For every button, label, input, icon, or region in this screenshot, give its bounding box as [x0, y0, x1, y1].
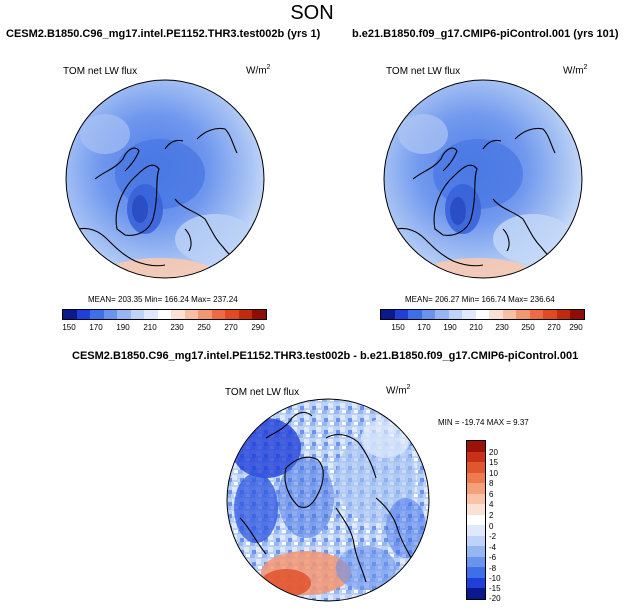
cb2-tick: 190	[443, 323, 457, 332]
cb2-tick: 150	[391, 323, 405, 332]
cb1-tick: 290	[251, 323, 265, 332]
cb1-tick: 230	[170, 323, 184, 332]
cb2-tick: 210	[469, 323, 483, 332]
panel-1-stats: MEAN= 203.35 Min= 166.24 Max= 237.24	[88, 295, 238, 304]
cb3-tick: -6	[489, 553, 497, 562]
cb3-seg	[467, 546, 485, 557]
cb1-tick: 190	[116, 323, 130, 332]
panel-1-units: W/m2	[246, 64, 271, 77]
cb2-seg	[421, 310, 436, 319]
panel-2-stats: MEAN= 206.27 Min= 166.74 Max= 236.64	[405, 295, 555, 304]
cb2-seg	[529, 310, 544, 319]
cb1-tick: 150	[62, 323, 76, 332]
cb1-seg	[103, 310, 118, 319]
diff-map	[226, 398, 430, 602]
cb2-tick: 290	[569, 323, 583, 332]
cb1-seg	[90, 310, 104, 319]
cb3-tick: 20	[489, 448, 498, 457]
diff-units: W/m2	[386, 384, 411, 397]
cb1-seg	[144, 310, 158, 319]
cb3-seg	[467, 451, 485, 463]
cb2-seg	[489, 310, 503, 319]
cb2-seg	[462, 310, 476, 319]
panel-2-variable: TOM net LW flux	[386, 66, 461, 77]
cb1-seg	[211, 310, 226, 319]
cb2-seg	[475, 310, 490, 319]
diff-colorbar	[466, 440, 486, 600]
panel-2-units: W/m2	[563, 64, 588, 77]
cb2-seg	[516, 310, 530, 319]
cb2-seg	[435, 310, 449, 319]
cb3-tick: 4	[489, 500, 494, 509]
cb3-tick: -20	[489, 594, 501, 603]
cb2-seg	[502, 310, 517, 319]
season-title: SON	[290, 2, 334, 24]
cb3-tick: 15	[489, 458, 498, 467]
cb3-tick: -15	[489, 584, 501, 593]
cb3-tick: 2	[489, 511, 494, 520]
panel-2-map	[383, 79, 583, 279]
cb2-tick: 170	[417, 323, 431, 332]
cb2-seg	[543, 310, 557, 319]
diff-title: CESM2.B1850.C96_mg17.intel.PE1152.THR3.t…	[72, 350, 579, 362]
cb2-seg	[448, 310, 463, 319]
cb1-tick: 210	[143, 323, 157, 332]
cb3-seg	[467, 462, 485, 473]
panel-2-colorbar	[380, 309, 585, 320]
diff-variable: TOM net LW flux	[225, 387, 300, 398]
cb2-tick: 270	[547, 323, 561, 332]
cb3-seg	[467, 514, 485, 526]
cb3-seg	[467, 441, 485, 452]
cb1-seg	[184, 310, 199, 319]
cb3-tick: 0	[489, 522, 494, 531]
cb3-tick: 6	[489, 490, 494, 499]
cb3-seg	[467, 472, 485, 484]
cb1-seg	[117, 310, 131, 319]
panel-1-variable: TOM net LW flux	[63, 66, 138, 77]
cb1-seg	[238, 310, 253, 319]
cb1-seg	[63, 310, 77, 319]
cb3-seg	[467, 535, 485, 547]
cb3-tick: -2	[489, 532, 497, 541]
cb3-seg	[467, 577, 485, 589]
cb3-seg	[467, 588, 485, 599]
cb2-tick: 250	[521, 323, 535, 332]
cb1-seg	[225, 310, 239, 319]
cb3-seg	[467, 483, 485, 494]
diff-stats: MIN = -19.74 MAX = 9.37	[438, 418, 529, 427]
cb3-seg	[467, 567, 485, 578]
panel-1-map	[65, 79, 265, 279]
cb1-seg	[76, 310, 91, 319]
cb3-tick: 8	[489, 479, 494, 488]
cb2-seg	[570, 310, 584, 319]
cb1-seg	[130, 310, 145, 319]
cb3-seg	[467, 525, 485, 536]
cb3-seg	[467, 493, 485, 505]
cb2-tick: 230	[495, 323, 509, 332]
cb3-tick: -8	[489, 564, 497, 573]
cb1-seg	[198, 310, 212, 319]
panel-2-case-title: b.e21.B1850.f09_g17.CMIP6-piControl.001 …	[352, 28, 619, 40]
panel-1-colorbar	[62, 309, 267, 320]
cb3-seg	[467, 556, 485, 568]
cb1-seg	[157, 310, 172, 319]
cb2-seg	[381, 310, 395, 319]
cb1-tick: 250	[197, 323, 211, 332]
cb3-tick: -4	[489, 543, 497, 552]
cb3-tick: -10	[489, 574, 501, 583]
cb1-seg	[252, 310, 266, 319]
panel-1-case-title: CESM2.B1850.C96_mg17.intel.PE1152.THR3.t…	[6, 28, 321, 40]
cb3-tick: 10	[489, 469, 498, 478]
cb1-seg	[171, 310, 185, 319]
cb1-tick: 170	[89, 323, 103, 332]
cb3-seg	[467, 504, 485, 515]
cb2-seg	[408, 310, 422, 319]
cb2-seg	[394, 310, 409, 319]
cb1-tick: 270	[224, 323, 238, 332]
cb2-seg	[556, 310, 571, 319]
